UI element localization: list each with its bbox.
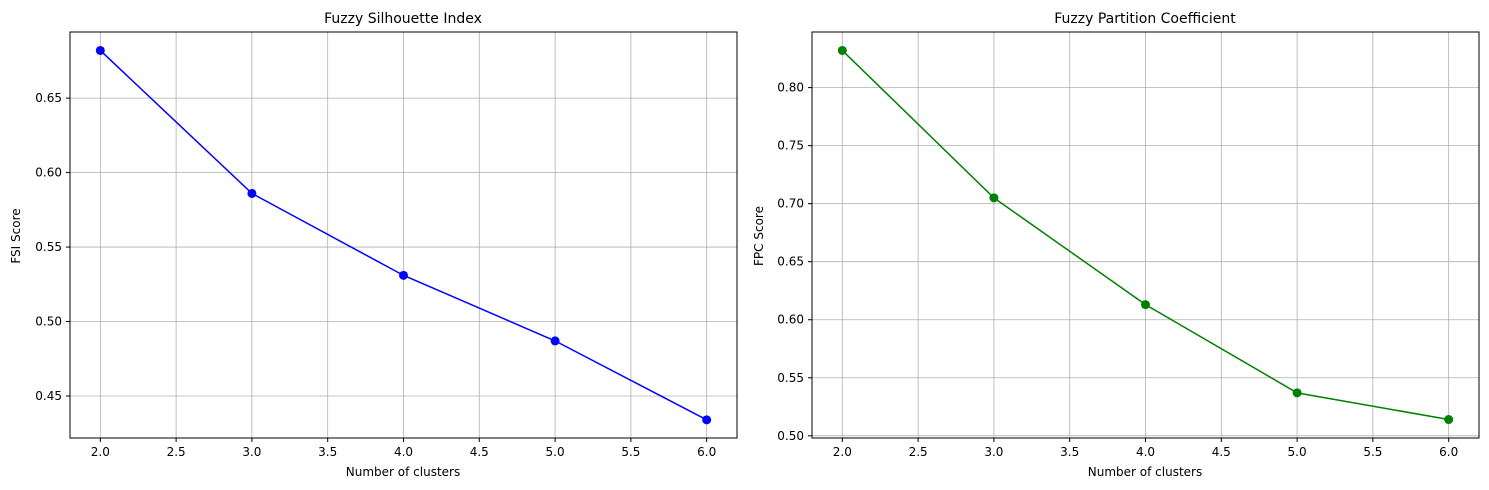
- y-tick-label: 0.80: [777, 81, 804, 95]
- y-tick-label: 0.55: [35, 240, 62, 254]
- data-point: [989, 193, 999, 203]
- data-point: [702, 415, 712, 425]
- x-tick-label: 3.5: [318, 445, 337, 459]
- x-tick-label: 4.5: [1212, 445, 1231, 459]
- x-tick-label: 5.0: [546, 445, 565, 459]
- y-tick-label: 0.50: [35, 315, 62, 329]
- x-tick-label: 2.0: [91, 445, 110, 459]
- y-tick-label: 0.45: [35, 389, 62, 403]
- y-tick-label: 0.65: [35, 91, 62, 105]
- data-point: [837, 45, 847, 55]
- data-point: [1444, 415, 1454, 425]
- data-point: [247, 188, 257, 198]
- x-tick-label: 4.0: [394, 445, 413, 459]
- fpc-chart: Fuzzy Partition Coefficient Number of cl…: [752, 11, 1480, 479]
- data-point: [95, 45, 105, 55]
- chart-title: Fuzzy Silhouette Index: [324, 11, 482, 27]
- x-axis-label: Number of clusters: [1088, 465, 1202, 479]
- x-tick-label: 3.0: [984, 445, 1003, 459]
- y-tick-label: 0.75: [777, 139, 804, 153]
- x-tick-label: 5.0: [1288, 445, 1307, 459]
- x-tick-label: 2.5: [909, 445, 928, 459]
- x-axis-label: Number of clusters: [346, 465, 460, 479]
- y-axis-label: FSI Score: [9, 208, 23, 263]
- y-tick-label: 0.60: [35, 166, 62, 180]
- y-tick-label: 0.65: [777, 255, 804, 269]
- data-point: [1292, 388, 1302, 398]
- y-axis-label: FPC Score: [752, 206, 766, 266]
- data-point: [399, 270, 408, 280]
- x-tick-label: 3.0: [242, 445, 261, 459]
- data-point: [1141, 300, 1150, 310]
- x-tick-label: 6.0: [1439, 445, 1458, 459]
- y-tick-label: 0.60: [777, 313, 804, 327]
- chart-title: Fuzzy Partition Coefficient: [1054, 11, 1236, 27]
- x-tick-label: 2.0: [833, 445, 852, 459]
- fsi-chart: Fuzzy Silhouette Index Number of cluster…: [9, 11, 738, 479]
- y-tick-label: 0.55: [777, 371, 804, 385]
- x-tick-label: 5.5: [621, 445, 640, 459]
- data-point: [550, 336, 560, 346]
- y-tick-label: 0.70: [777, 197, 804, 211]
- x-tick-label: 2.5: [167, 445, 186, 459]
- x-tick-label: 3.5: [1060, 445, 1079, 459]
- x-tick-label: 5.5: [1363, 445, 1382, 459]
- x-tick-label: 4.0: [1136, 445, 1155, 459]
- x-tick-label: 4.5: [470, 445, 489, 459]
- x-tick-label: 6.0: [697, 445, 716, 459]
- y-tick-label: 0.50: [777, 429, 804, 443]
